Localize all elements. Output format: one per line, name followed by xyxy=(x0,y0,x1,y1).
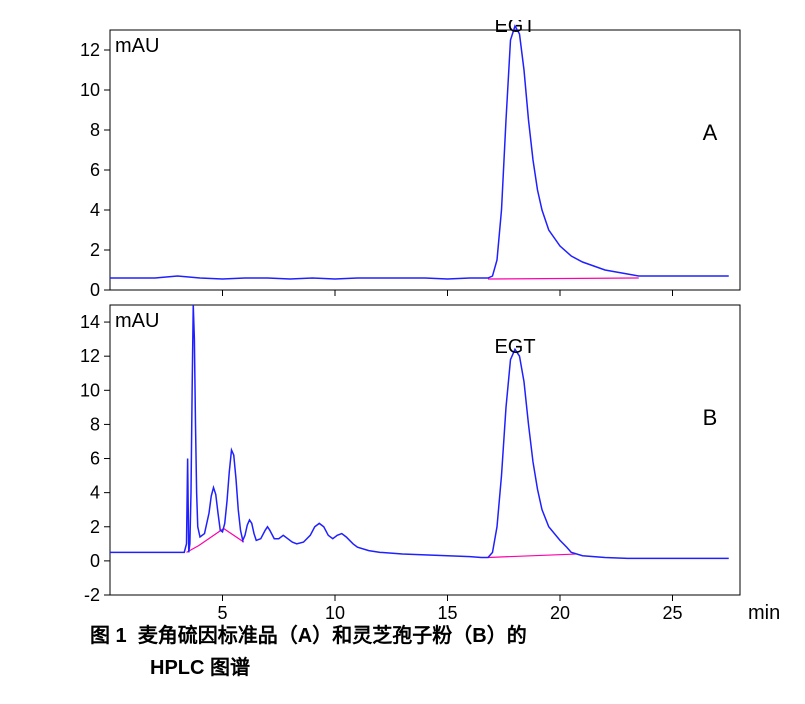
svg-text:2: 2 xyxy=(90,517,100,537)
svg-text:14: 14 xyxy=(80,312,100,332)
svg-text:min: min xyxy=(748,602,780,620)
svg-text:A: A xyxy=(703,120,718,145)
figure-caption: 图 1 麦角硫因标准品（A）和灵芝孢子粉（B）的 HPLC 图谱 xyxy=(20,620,785,684)
caption-line2: HPLC 图谱 xyxy=(150,657,250,679)
svg-text:4: 4 xyxy=(90,483,100,503)
svg-text:0: 0 xyxy=(90,280,100,300)
caption-line1: 麦角硫因标准品（A）和灵芝孢子粉（B）的 xyxy=(138,625,527,647)
svg-text:25: 25 xyxy=(662,603,682,620)
svg-text:2: 2 xyxy=(90,240,100,260)
svg-text:8: 8 xyxy=(90,120,100,140)
svg-text:EGT: EGT xyxy=(494,20,535,37)
svg-text:6: 6 xyxy=(90,449,100,469)
svg-text:10: 10 xyxy=(325,603,345,620)
svg-text:4: 4 xyxy=(90,200,100,220)
svg-text:10: 10 xyxy=(80,80,100,100)
svg-text:-2: -2 xyxy=(84,585,100,605)
svg-text:mAU: mAU xyxy=(115,310,159,332)
caption-prefix: 图 1 xyxy=(90,625,127,647)
svg-text:8: 8 xyxy=(90,414,100,434)
svg-text:6: 6 xyxy=(90,160,100,180)
svg-text:mAU: mAU xyxy=(115,35,159,57)
svg-text:12: 12 xyxy=(80,40,100,60)
svg-text:12: 12 xyxy=(80,346,100,366)
svg-text:0: 0 xyxy=(90,551,100,571)
svg-text:5: 5 xyxy=(217,603,227,620)
svg-text:15: 15 xyxy=(437,603,457,620)
hplc-chart: 0 2 4 6 8 10 12 mAU EGT A -2 0 2 4 6 8 10 12 14 5 10 15 20 25 mA… xyxy=(20,20,785,620)
svg-text:20: 20 xyxy=(550,603,570,620)
svg-text:10: 10 xyxy=(80,380,100,400)
svg-text:EGT: EGT xyxy=(494,336,535,358)
svg-text:B: B xyxy=(703,405,718,430)
